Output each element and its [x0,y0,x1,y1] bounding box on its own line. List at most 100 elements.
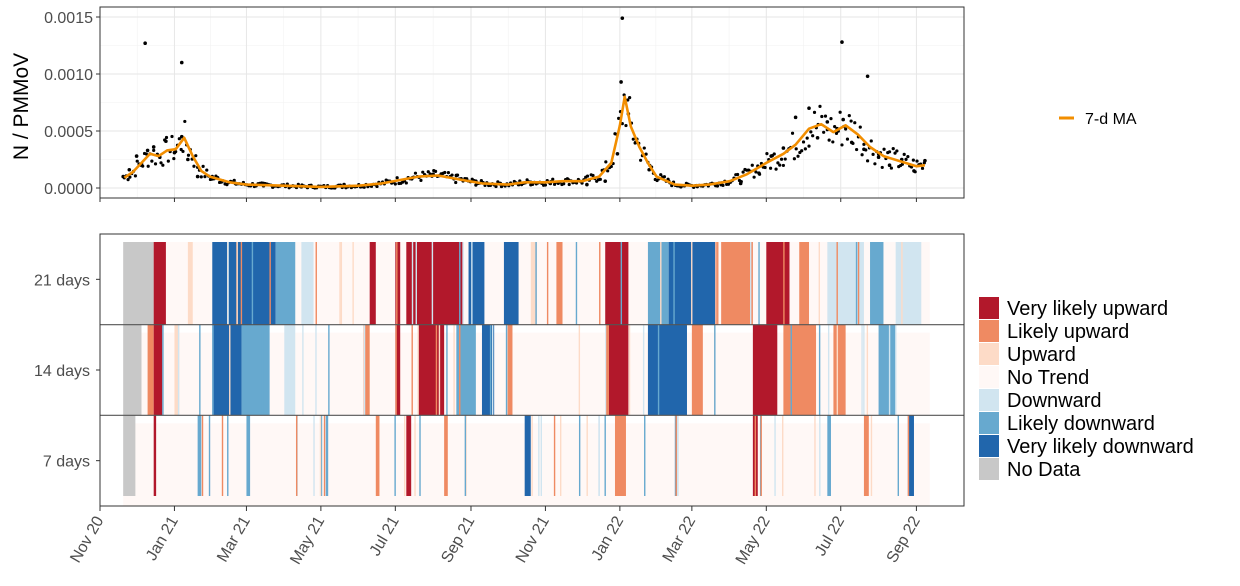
data-point [183,119,187,124]
data-point [617,116,621,120]
heatmap-cell [212,324,242,416]
heatmap-line [673,242,675,325]
heatmap-line [404,415,406,496]
legend-swatch [979,343,999,365]
y-tick-label: 0.0015 [44,10,93,27]
heatmap-line [352,242,354,325]
heatmap-cell [721,242,753,325]
heatmap-cell [827,242,864,325]
heatmap-line [459,242,461,325]
data-point [375,184,379,189]
data-point [201,164,205,169]
heatmap-line [177,324,180,416]
data-point [647,167,651,172]
data-point [203,175,207,179]
heatmap-line [236,242,238,325]
heatmap-line [471,242,473,325]
data-point [199,175,203,179]
heatmap-line [750,242,752,325]
legend-swatch [979,389,999,411]
heatmap-cell [833,324,846,416]
heatmap-line [575,242,578,325]
data-point [911,158,915,162]
data-point [792,157,796,161]
data-point [893,151,897,155]
heatmap-cell [284,324,296,416]
heatmap-cell [406,242,463,325]
heatmap-line [229,324,231,416]
data-point [135,159,139,163]
heatmap-line [819,415,821,496]
data-point [644,152,648,156]
data-point [565,177,569,181]
data-point [757,172,762,176]
heatmap-line [675,415,677,496]
data-point [796,154,800,158]
heatmap-line [394,415,396,496]
data-point [177,137,181,141]
heatmap-row [123,324,930,416]
data-point [915,159,919,163]
heatmap-line [302,324,304,416]
heatmap-line [578,324,581,416]
heatmap-panel: 21 days 14 days 7 days Nov 20 Jan 21 Mar 21 Ma… [34,233,965,567]
legend-swatch [979,320,999,342]
x-tick-label: Sep 21 [438,513,478,566]
data-point [639,158,643,162]
data-point [811,134,815,138]
heatmap-line [212,324,214,416]
heatmap-line [642,324,645,416]
moving-average-line [123,95,926,189]
data-point [807,106,811,110]
data-point [800,149,804,153]
legend-swatch [979,366,999,388]
heatmap-cell [197,415,202,496]
data-point [809,130,813,134]
data-point [152,148,156,152]
heatmap-line [419,415,421,496]
data-point [419,178,423,182]
data-point [865,159,870,163]
heatmap-row [123,415,930,506]
data-point [455,173,460,177]
heatmap-line [754,415,757,496]
heatmap-line [464,415,467,496]
heatmap-cell [187,242,193,325]
heatmap-line [758,242,760,325]
heatmap-line [586,415,588,496]
data-point [862,142,866,146]
data-point [395,176,399,180]
heatmap-line [340,242,343,325]
data-point [585,182,589,187]
data-point [829,116,833,121]
heatmap-row [123,242,930,325]
heatmap-cell [468,242,485,325]
data-point [887,163,892,167]
heatmap-cell [895,242,922,325]
data-point [126,177,130,182]
data-point [662,175,667,179]
heatmap-cell [444,415,448,496]
heatmap-cell [275,242,296,325]
heatmap-cell [530,242,537,325]
data-point [860,153,864,157]
heatmap-line [782,415,784,496]
heatmap-line [620,242,623,325]
heatmap-line [431,242,434,325]
data-point [551,177,555,181]
heatmap-cell [418,324,445,416]
data-point [628,96,632,100]
heatmap-line [540,415,542,496]
data-point [855,147,859,152]
data-point [736,172,740,177]
heatmap-line [269,242,271,325]
heatmap-cell [246,415,251,496]
heatmap-line [783,242,785,325]
heatmap-line [818,324,821,416]
heatmap-cell [395,324,401,416]
legend-label: Likely upward [1007,321,1129,343]
heatmap-line [717,242,719,325]
y-axis-label: N / PMMoV [10,53,33,160]
legend-label: No Data [1007,459,1081,481]
